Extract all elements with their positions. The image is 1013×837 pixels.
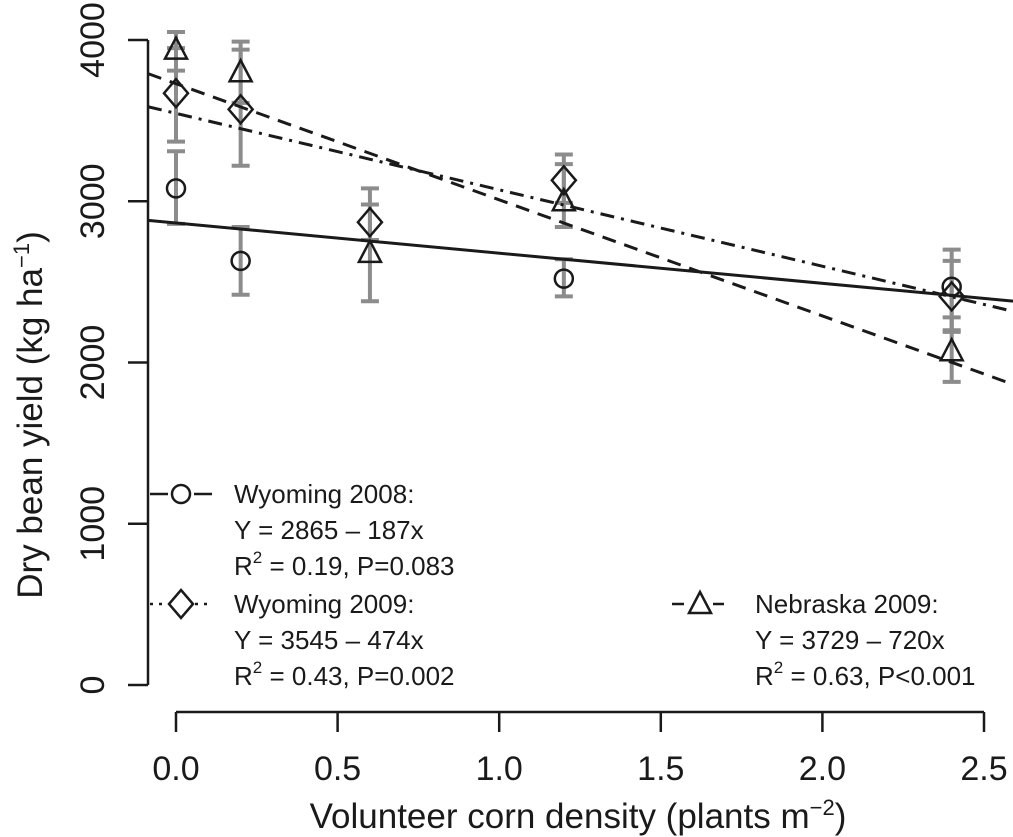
- circle-data-point: [165, 178, 187, 199]
- error-bars: [167, 29, 961, 384]
- y-tick-label: 3000: [74, 163, 112, 239]
- y-tick-label: 4000: [74, 2, 112, 78]
- circle-data-point: [553, 268, 575, 289]
- legend-stats: R2 = 0.43, P=0.002: [234, 658, 455, 691]
- fit-line: [147, 105, 1013, 313]
- x-axis-title: Volunteer corn density (plants m−2): [310, 795, 847, 836]
- legend-marker-bg: [168, 591, 194, 617]
- diamond-data-point: [938, 280, 966, 313]
- circle-data-point: [230, 250, 251, 272]
- y-tick-label: 2000: [74, 325, 112, 401]
- legend-stats: R2 = 0.63, P<0.001: [755, 658, 976, 691]
- x-tick-label: 1.5: [637, 750, 684, 788]
- triangle-data-point: [356, 238, 383, 264]
- triangle-data-point: [162, 34, 190, 60]
- x-tick-label: 2.0: [799, 750, 846, 788]
- legend-triangle-icon: [686, 589, 714, 615]
- axes: 0 1000 2000 3000 4000 0.0 0.5 1.0 1.5 2.0 2.5: [74, 2, 1008, 788]
- y-tick-label: 1000: [74, 486, 112, 562]
- legend-series-name: Wyoming 2009:: [234, 589, 414, 619]
- fit-lines: [147, 72, 1013, 386]
- legend-equation: Y = 3545 – 474x: [234, 625, 424, 655]
- triangle-data-point: [550, 186, 577, 212]
- triangle-data-point: [938, 336, 965, 362]
- triangle-data-point: [227, 57, 254, 83]
- data-markers: [162, 34, 966, 362]
- y-tick-label: 0: [74, 676, 112, 695]
- diamond-data-point: [550, 164, 578, 197]
- x-tick-label: 1.0: [476, 750, 523, 788]
- legend-equation: Y = 2865 – 187x: [234, 515, 424, 545]
- legend-circle-icon: [170, 483, 192, 505]
- y-axis-title: Dry bean yield (kg ha−1): [9, 231, 50, 598]
- diamond-data-point: [356, 206, 384, 239]
- diamond-data-point: [162, 77, 190, 110]
- legend-diamond-icon: [167, 588, 195, 620]
- legend-stats: R2 = 0.19, P=0.083: [234, 548, 455, 581]
- circle-data-point: [941, 276, 962, 297]
- x-tick-label: 2.5: [960, 750, 1007, 788]
- diamond-data-point: [226, 93, 255, 126]
- x-tick-label: 0.0: [152, 750, 199, 788]
- x-tick-label: 0.5: [314, 750, 361, 788]
- legend-series-name: Wyoming 2008:: [234, 479, 414, 509]
- fit-line: [147, 72, 1013, 386]
- legend-series-name: Nebraska 2009:: [755, 589, 939, 619]
- fit-line: [147, 218, 1013, 303]
- legend-equation: Y = 3729 – 720x: [755, 625, 945, 655]
